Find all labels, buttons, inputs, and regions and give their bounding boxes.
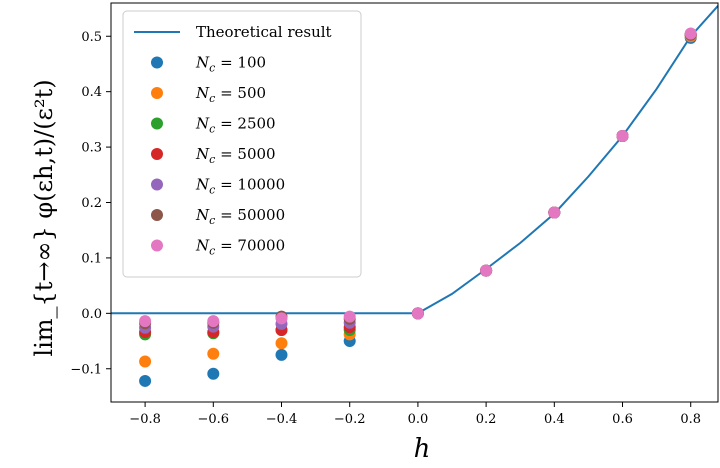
y-axis-label: lim_{t→∞} φ(εh,t)/(ε²t) [30, 79, 58, 356]
data-point-series-6 [480, 264, 493, 277]
data-point-series-6 [343, 310, 356, 323]
legend-swatch-series-4 [151, 178, 163, 191]
legend-swatch-series-5 [151, 209, 163, 221]
legend-label-series-0: Nc = 100 [195, 54, 266, 75]
legend-label-series-6: Nc = 70000 [195, 237, 285, 258]
legend-swatch-series-2 [151, 117, 163, 130]
y-tick-label: 0.0 [81, 307, 102, 322]
x-tick-label: −0.4 [266, 412, 298, 427]
x-tick-label: 0.0 [408, 412, 429, 427]
legend-swatch-series-0 [151, 56, 163, 69]
legend-label-series-5: Nc = 50000 [195, 206, 285, 227]
legend-label-series-3: Nc = 5000 [195, 145, 276, 166]
legend-label-series-2: Nc = 2500 [195, 115, 276, 136]
x-tick-label: −0.6 [198, 412, 230, 427]
x-tick-label: 0.4 [544, 412, 565, 427]
x-tick-label: 0.2 [476, 412, 497, 427]
legend-swatch-series-3 [151, 148, 163, 160]
y-tick-label: 0.4 [81, 85, 102, 100]
data-point-series-6 [684, 27, 697, 40]
x-axis-label: h [414, 434, 431, 464]
data-point-series-0 [139, 374, 152, 387]
legend: Theoretical result Nc = 100 Nc = 500 Nc = 2… [122, 10, 362, 278]
legend-box [122, 10, 362, 278]
data-point-series-6 [548, 206, 561, 219]
y-tick-label: 0.5 [81, 30, 102, 45]
data-point-series-6 [207, 315, 220, 328]
data-point-series-1 [207, 347, 220, 360]
y-tick-label: 0.2 [81, 196, 102, 211]
points-layer [139, 27, 697, 387]
y-tick-label: 0.3 [81, 141, 102, 156]
data-point-series-6 [139, 315, 152, 328]
y-tick-label: 0.1 [81, 251, 102, 266]
legend-label-series-1: Nc = 500 [195, 84, 266, 105]
legend-swatch-series-1 [151, 87, 163, 99]
data-point-series-6 [411, 307, 424, 320]
ticks-layer: −0.8 −0.6 −0.4 −0.2 0.0 0.2 0.4 0.6 0.8 −0.1 0.0 0.… [70, 30, 701, 427]
data-point-series-0 [275, 348, 288, 361]
y-tick-label: −0.1 [70, 362, 102, 377]
data-point-series-0 [207, 367, 220, 380]
data-point-series-6 [275, 312, 288, 325]
data-point-series-6 [616, 130, 629, 142]
legend-swatch-series-6 [151, 239, 163, 252]
legend-label-series-4: Nc = 10000 [195, 176, 285, 197]
x-tick-label: −0.8 [129, 412, 161, 427]
plot-frame [110, 2, 719, 403]
data-point-series-1 [275, 337, 288, 350]
x-tick-label: 0.8 [680, 412, 701, 427]
data-point-series-1 [139, 355, 152, 368]
x-tick-label: −0.2 [334, 412, 366, 427]
legend-theory-label: Theoretical result [196, 23, 332, 41]
x-tick-label: 0.6 [612, 412, 633, 427]
